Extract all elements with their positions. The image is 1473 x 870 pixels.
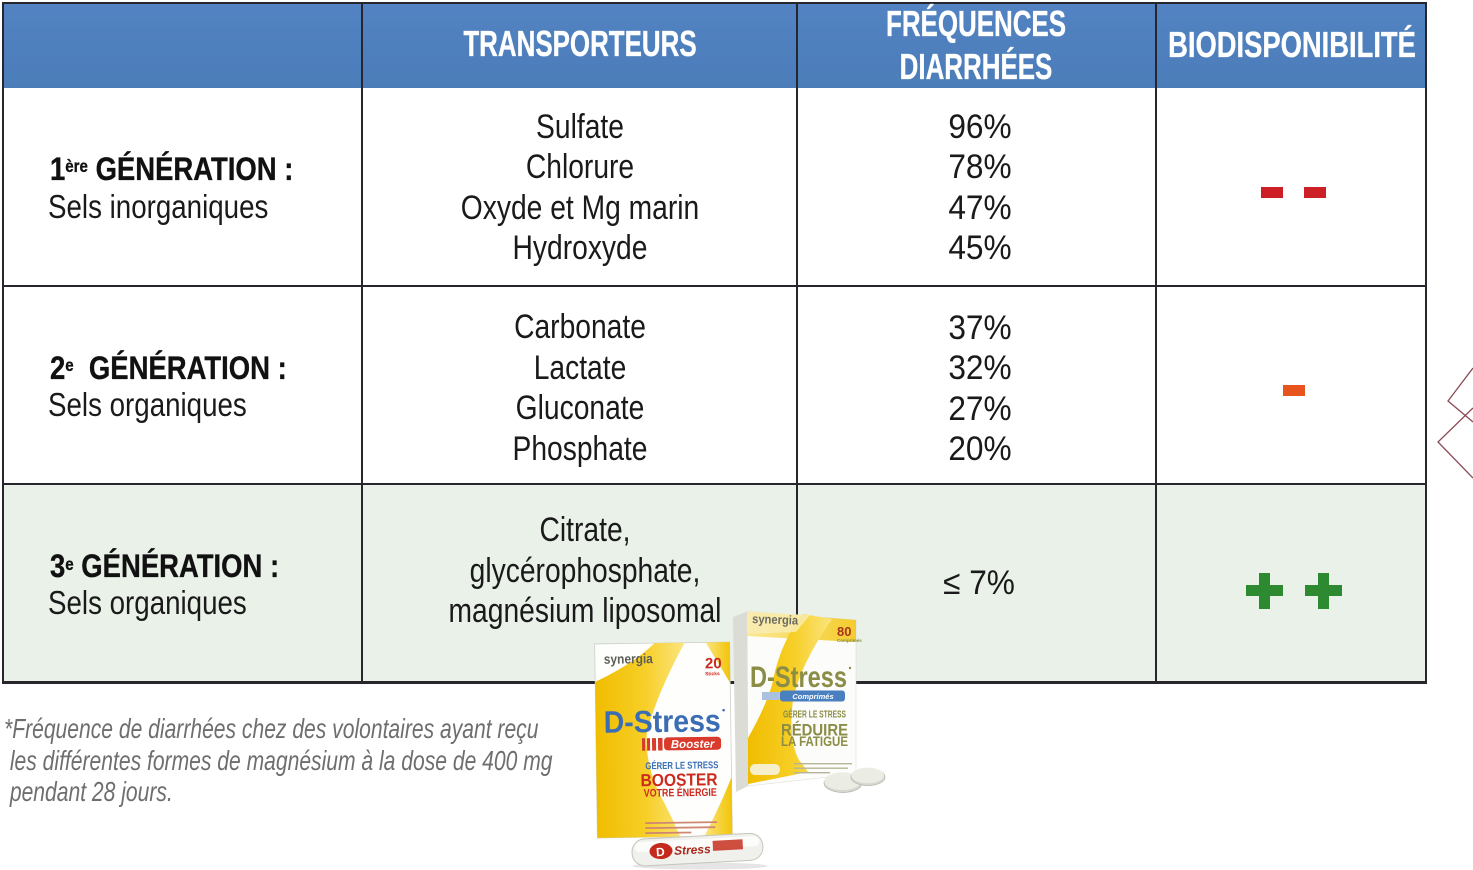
svg-text:Comprimés: Comprimés	[837, 638, 862, 643]
svg-text:D-Stress: D-Stress	[604, 703, 721, 740]
svg-text:80: 80	[837, 624, 851, 639]
svg-text:GÉRER LE STRESS: GÉRER LE STRESS	[783, 708, 846, 721]
svg-text:synergia: synergia	[752, 612, 799, 628]
svg-text:Stress: Stress	[674, 842, 712, 858]
svg-text:GÉRER LE STRESS: GÉRER LE STRESS	[645, 758, 718, 772]
svg-text:20: 20	[705, 655, 722, 672]
svg-text:synergia: synergia	[604, 651, 654, 667]
svg-text:BOOSTER: BOOSTER	[640, 769, 718, 790]
svg-text:VOTRE ÉNERGIE: VOTRE ÉNERGIE	[644, 786, 717, 800]
svg-text:RÉDUIRE: RÉDUIRE	[781, 720, 848, 739]
svg-text:Comprimés: Comprimés	[792, 692, 833, 701]
svg-text:LA FATIGUE: LA FATIGUE	[781, 733, 848, 749]
svg-text:D: D	[656, 845, 666, 859]
svg-text:Booster: Booster	[671, 739, 715, 752]
svg-text:Sticks: Sticks	[705, 671, 720, 677]
svg-text:D-Stress: D-Stress	[750, 661, 847, 694]
